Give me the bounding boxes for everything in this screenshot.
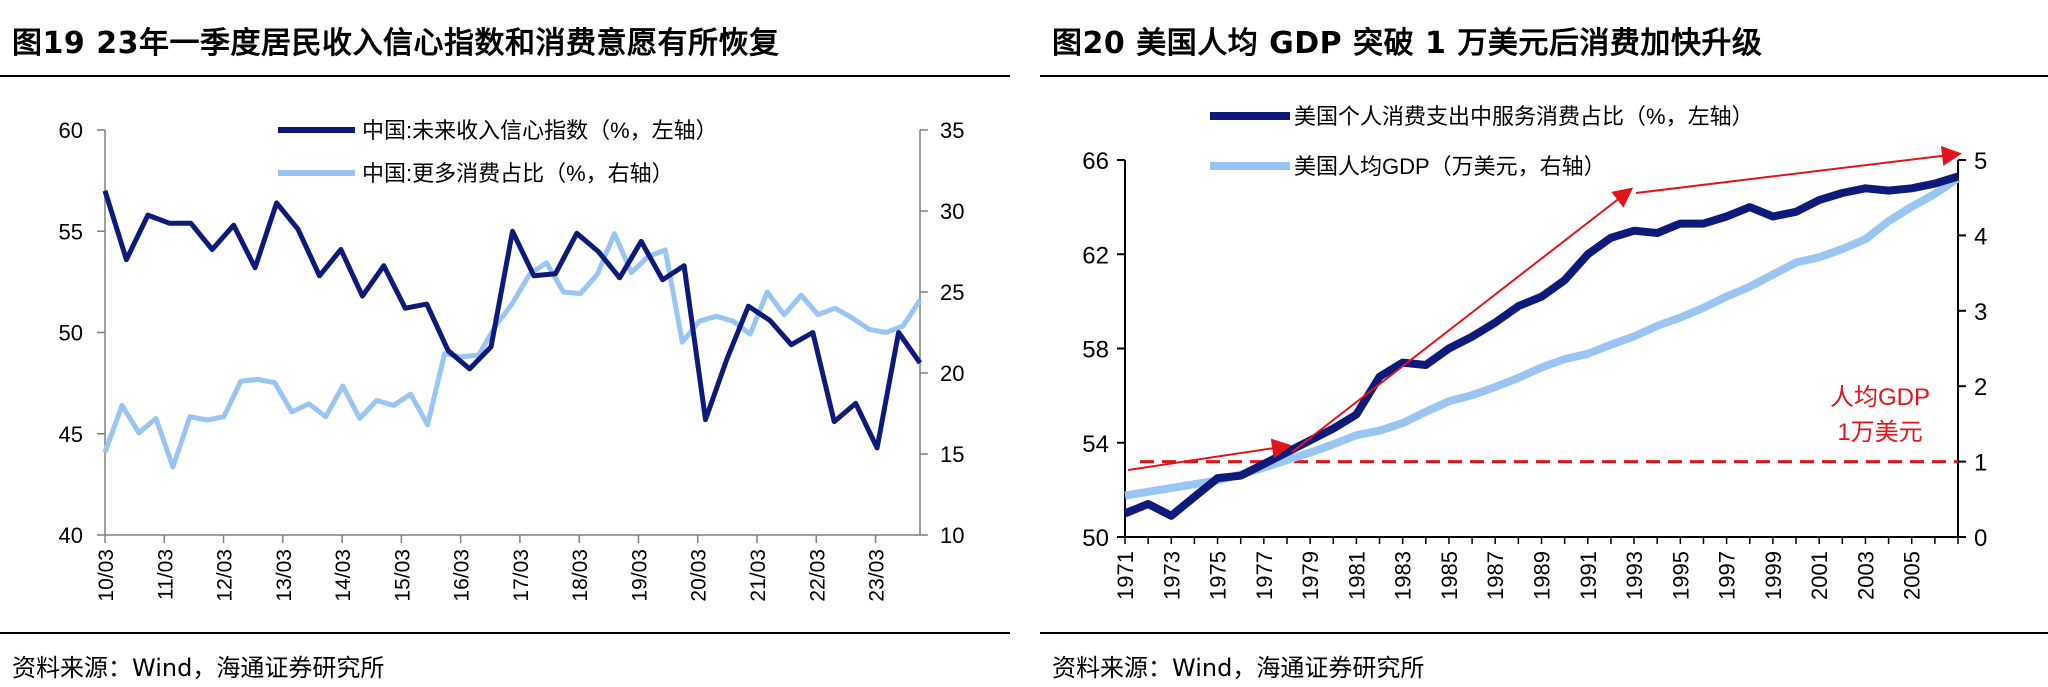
trend-arrow-1 bbox=[1127, 438, 1292, 471]
x-tick-label: 1987 bbox=[1483, 551, 1508, 600]
series-line-gdp-per-capita bbox=[1124, 174, 1961, 500]
y-tick-label-left: 54 bbox=[1082, 431, 1109, 458]
x-tick-label: 21/03 bbox=[747, 549, 770, 602]
x-tick-label: 1975 bbox=[1206, 551, 1231, 600]
x-tick-label: 20/03 bbox=[688, 549, 711, 602]
y-tick-label-left: 55 bbox=[59, 219, 83, 244]
x-tick-label: 15/03 bbox=[391, 549, 414, 602]
y-tick-label-left: 45 bbox=[59, 422, 83, 447]
y-tick-label-left: 62 bbox=[1082, 242, 1109, 269]
legend-label-services-share: 美国个人消费支出中服务消费占比（%，左轴） bbox=[1294, 104, 1754, 129]
title-divider bbox=[1040, 75, 2048, 77]
legend-label-consumption: 中国:更多消费占比（%，右轴） bbox=[362, 161, 674, 186]
x-tick-label: 1971 bbox=[1113, 551, 1138, 600]
x-tick-label: 1981 bbox=[1344, 551, 1369, 600]
x-tick-label: 2001 bbox=[1807, 551, 1832, 600]
x-tick-label: 1979 bbox=[1298, 551, 1323, 600]
y-tick-label-left: 50 bbox=[1082, 525, 1109, 552]
x-tick-label: 13/03 bbox=[273, 549, 296, 602]
chart-title: 图20 美国人均 GDP 突破 1 万美元后消费加快升级 bbox=[1052, 26, 1763, 61]
x-tick-label: 1991 bbox=[1576, 551, 1601, 600]
x-tick-label: 1977 bbox=[1252, 551, 1277, 600]
y-tick-label-right: 15 bbox=[940, 442, 964, 467]
x-tick-label: 1993 bbox=[1622, 551, 1647, 600]
threshold-label-line2: 1万美元 bbox=[1837, 419, 1922, 446]
x-tick-label: 14/03 bbox=[332, 549, 355, 602]
y-tick-label-right: 20 bbox=[940, 361, 964, 386]
series-line-consumption bbox=[102, 231, 923, 470]
x-tick-label: 1999 bbox=[1761, 551, 1786, 600]
x-tick-label: 23/03 bbox=[866, 549, 889, 602]
footer-divider bbox=[1040, 632, 2048, 634]
chart-panel-left: 图19 23年一季度居民收入信心指数和消费意愿有所恢复 40 45 50 55 60 10… bbox=[0, 0, 1010, 687]
y-tick-label-right: 1 bbox=[1974, 450, 1987, 477]
y-tick-label-right: 30 bbox=[940, 199, 964, 224]
x-tick-label: 18/03 bbox=[569, 549, 592, 602]
x-tick-label: 1995 bbox=[1668, 551, 1693, 600]
x-tick-label: 17/03 bbox=[510, 549, 533, 602]
title-divider bbox=[0, 75, 1010, 77]
y-tick-label-left: 60 bbox=[59, 118, 83, 143]
x-tick-label: 2003 bbox=[1853, 551, 1878, 600]
y-tick-label-right: 25 bbox=[940, 280, 964, 305]
x-tick-label: 1973 bbox=[1159, 551, 1184, 600]
legend-label-gdp-per-capita: 美国人均GDP（万美元，右轴） bbox=[1294, 154, 1606, 179]
trend-arrow-2 bbox=[1291, 187, 1634, 453]
series-line-services-share bbox=[1123, 172, 1960, 520]
x-tick-label: 2005 bbox=[1900, 551, 1925, 600]
chart-svg: 40 45 50 55 60 10 15 20 25 30 35 10/03 11/03 12/03 13/… bbox=[59, 118, 965, 602]
series-line-income-confidence bbox=[102, 190, 923, 451]
y-tick-label-right: 2 bbox=[1974, 374, 1987, 401]
y-tick-label-left: 66 bbox=[1082, 148, 1109, 175]
y-tick-label-right: 35 bbox=[940, 118, 964, 143]
threshold-label-line1: 人均GDP bbox=[1830, 384, 1930, 411]
x-tick-label: 11/03 bbox=[154, 549, 177, 600]
y-tick-label-right: 10 bbox=[940, 523, 964, 548]
y-tick-label-right: 5 bbox=[1974, 148, 1987, 175]
x-tick-label: 1985 bbox=[1437, 551, 1462, 600]
source-note: 资料来源：Wind，海通证券研究所 bbox=[1052, 654, 1425, 682]
x-tick-label: 1983 bbox=[1391, 551, 1416, 600]
y-tick-label-left: 50 bbox=[59, 321, 83, 346]
x-tick-label: 10/03 bbox=[95, 549, 118, 602]
chart-title: 图19 23年一季度居民收入信心指数和消费意愿有所恢复 bbox=[12, 26, 780, 61]
y-tick-label-left: 40 bbox=[59, 523, 83, 548]
footer-divider bbox=[0, 632, 1010, 634]
x-tick-label: 22/03 bbox=[806, 549, 829, 602]
source-note: 资料来源：Wind，海通证券研究所 bbox=[12, 654, 385, 682]
y-tick-label-right: 3 bbox=[1974, 299, 1987, 326]
x-tick-label: 16/03 bbox=[451, 549, 474, 602]
y-tick-label-left: 58 bbox=[1082, 337, 1109, 364]
trend-arrow-3 bbox=[1635, 145, 1962, 194]
y-tick-label-right: 0 bbox=[1974, 525, 1987, 552]
x-tick-label: 1997 bbox=[1715, 551, 1740, 600]
chart-panel-right: 图20 美国人均 GDP 突破 1 万美元后消费加快升级 50 54 58 62 66 0… bbox=[1040, 0, 2048, 687]
x-tick-label: 12/03 bbox=[214, 549, 237, 602]
chart-svg: 50 54 58 62 66 0 1 2 3 4 5 1971 1973 1975 1977 1979 1981… bbox=[1082, 104, 1987, 600]
y-tick-label-right: 4 bbox=[1974, 223, 1987, 250]
x-tick-label: 1989 bbox=[1530, 551, 1555, 600]
legend-label-income-confidence: 中国:未来收入信心指数（%，左轴） bbox=[362, 118, 718, 143]
x-tick-label: 19/03 bbox=[628, 549, 651, 602]
